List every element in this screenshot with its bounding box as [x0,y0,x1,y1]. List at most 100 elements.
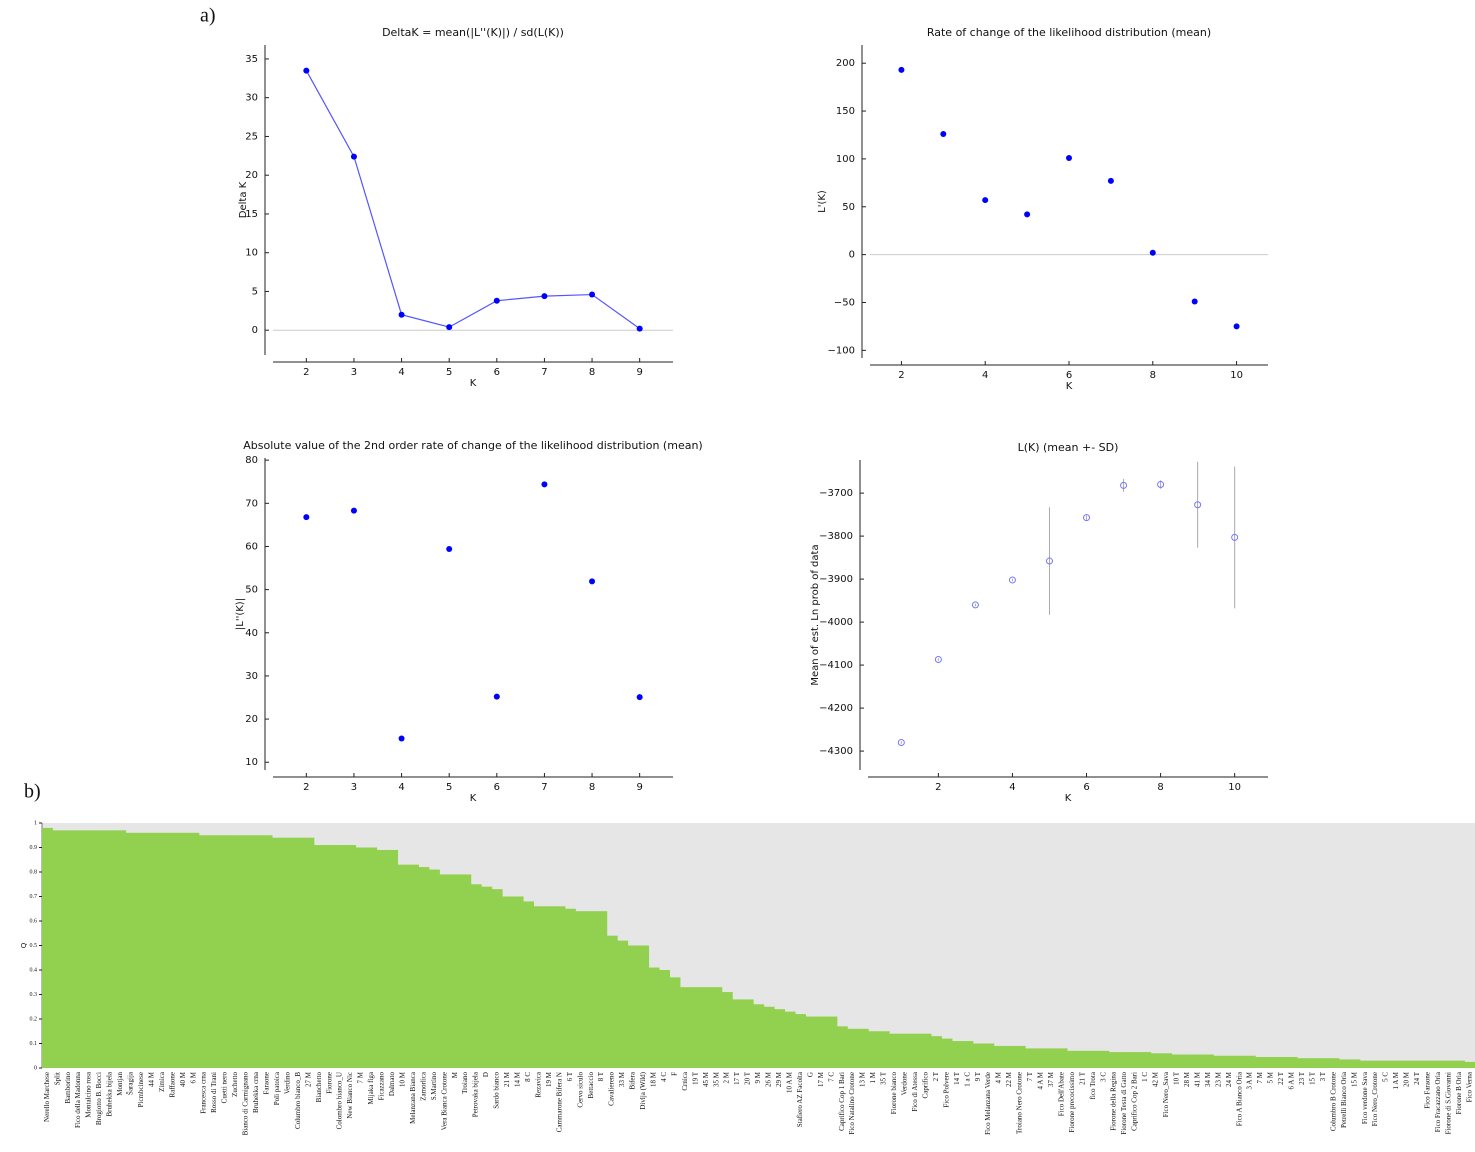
x-axis-label: K [1066,381,1073,392]
x-tick-label: Fiorone bianco [890,1072,898,1115]
marker [398,735,405,742]
x-tick-label: 6 M [189,1071,197,1083]
bar [606,935,618,1068]
y-tick-label: 15 [245,209,258,220]
x-tick-label: Zuchetto [231,1072,239,1097]
bar [1129,1052,1141,1068]
x-axis-label: K [1065,793,1072,804]
y-tick-label: 150 [836,106,855,117]
bar [763,1006,775,1068]
marker [303,67,310,74]
x-tick-label: Picmbcinese [137,1072,145,1107]
bar [1265,1056,1277,1068]
bar [920,1033,932,1068]
x-tick-label: 9 [636,782,642,793]
bar [1380,1060,1392,1068]
marker [1083,514,1091,522]
x-tick-label: 22 M [1005,1071,1013,1087]
x-tick-label: 9 [636,367,642,378]
y-tick-label: 20 [245,170,258,181]
chart-title: L(K) (mean +- SD) [1018,441,1119,454]
x-tick-label: Petrelli Bianco Oria [1340,1071,1348,1128]
y-tick-label: 0 [252,325,258,336]
x-tick-label: 6 [1066,370,1072,381]
bar [931,1036,942,1068]
panel-label: b) [24,781,41,803]
x-tick-label: Columbro B Crotone [1329,1072,1337,1131]
x-tick-label: Divlja (Wild) [639,1071,647,1109]
bar [146,832,158,1068]
y-tick-label: 0.7 [30,894,38,900]
bar [1276,1056,1288,1068]
x-tick-label: Bifera [629,1071,637,1089]
bar [1213,1055,1225,1068]
x-tick-label: 22 T [1277,1071,1285,1085]
y-tick-label: 80 [245,455,258,466]
bar [1087,1050,1099,1068]
marker [1231,533,1239,541]
x-tick-label: Rezavica [534,1071,542,1098]
x-tick-label: Colombro bianco_U [336,1072,344,1129]
marker [934,656,942,664]
marker [1024,211,1031,218]
marker [1233,323,1240,330]
y-tick-label: 0 [34,1065,37,1071]
x-tick-label: Bamborino [64,1072,72,1104]
bar [355,847,367,1068]
x-tick-label: 6 [1083,782,1089,793]
bar [941,1038,953,1068]
bar [857,1028,869,1068]
x-tick-label: 2 [303,367,309,378]
bar [303,837,315,1068]
bar [94,830,106,1068]
bar [836,1026,848,1068]
x-tick-label: Cammarone Bifera N [555,1072,563,1132]
x-tick-label: 45 M [702,1071,710,1087]
bar [1412,1060,1424,1068]
x-tick-label: Francesca crna [200,1071,208,1114]
x-tick-label: Fico di Atessa [911,1071,919,1112]
y-tick-label: 0.4 [30,967,38,973]
x-tick-label: D [482,1072,490,1077]
bar [1349,1059,1361,1068]
marker [541,481,548,488]
marker [446,546,453,553]
x-tick-label: 15 T [1308,1071,1316,1085]
bar [251,835,263,1068]
bar [1339,1059,1350,1068]
x-tick-label: 29 M [775,1071,783,1087]
y-tick-label: 25 [245,131,258,142]
bar [753,1004,765,1068]
marker [1107,177,1114,184]
y-tick-label: 20 [245,714,258,725]
bar [177,832,189,1068]
bar [952,1041,963,1068]
x-tick-label: Melanzana Bianca [409,1071,417,1124]
bar [1359,1060,1371,1068]
x-tick-label: Troiano Nero Crotone [1016,1072,1024,1134]
x-tick-label: 1 M [869,1071,877,1083]
marker [898,66,905,73]
marker [589,291,596,298]
y-axis-label: |L''(K)| [235,598,246,630]
bar [502,896,514,1068]
y-tick-label: −4100 [819,660,853,671]
bar [617,940,629,1068]
y-tick-label: 200 [836,58,855,69]
x-tick-label: Bettaccio [587,1072,595,1099]
x-tick-label: Crnica [681,1071,689,1091]
bar [596,911,608,1068]
bar [1025,1048,1037,1068]
bar [1046,1048,1058,1068]
x-tick-label: G [806,1072,814,1077]
x-tick-label: Zamorlica [419,1071,427,1101]
x-tick-label: 17 T [733,1071,741,1085]
x-tick-label: 14 T [953,1071,961,1085]
bar [1318,1058,1329,1068]
marker [1157,481,1165,489]
bar [774,1009,786,1068]
bar [1297,1058,1309,1068]
y-tick-label: −50 [834,297,855,308]
marker [897,738,905,746]
bar [376,849,388,1068]
